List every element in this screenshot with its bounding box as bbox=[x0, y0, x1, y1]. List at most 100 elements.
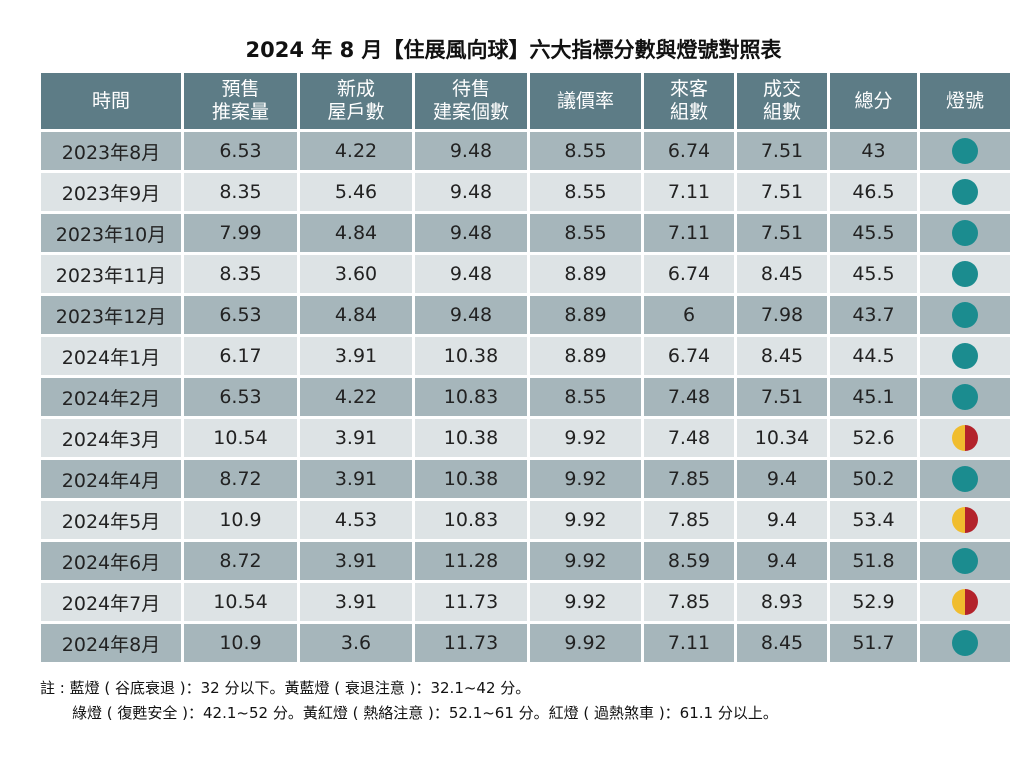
cell: 11.73 bbox=[412, 621, 530, 665]
cell: 5.46 bbox=[297, 170, 415, 214]
cell: 8.45 bbox=[734, 334, 830, 378]
note: 註 : 藍燈 ( 谷底衰退 )：32 分以下。黃藍燈 ( 衰退注意 )：32.1… bbox=[40, 679, 531, 697]
header-text: 組數 bbox=[762, 101, 801, 123]
cell: 11.28 bbox=[412, 539, 530, 583]
cell: 7.85 bbox=[641, 457, 737, 501]
cell: 6.53 bbox=[181, 375, 300, 419]
row: 2024年6月 8.72 3.91 11.28 9.92 8.59 9.4 51.8 bbox=[38, 539, 1013, 583]
header-text: 組數 bbox=[669, 101, 708, 123]
cell: 2023年12月 bbox=[38, 293, 184, 337]
cell: 2023年11月 bbox=[38, 252, 184, 296]
cell: 6.74 bbox=[641, 129, 737, 173]
cell: 9.92 bbox=[527, 580, 644, 624]
light bbox=[952, 548, 978, 574]
header-text: 屋戶數 bbox=[327, 101, 385, 123]
cell: 8.55 bbox=[527, 170, 644, 214]
row: 2024年3月 10.54 3.91 10.38 9.92 7.48 10.34 52.6 bbox=[38, 416, 1013, 460]
row: 2024年2月 6.53 4.22 10.83 8.55 7.48 7.51 45.1 bbox=[38, 375, 1013, 419]
light-cell bbox=[917, 580, 1013, 624]
row: 2023年12月 6.53 4.84 9.48 8.89 6 7.98 43.7 bbox=[38, 293, 1013, 337]
cell: 4.53 bbox=[297, 498, 415, 542]
cell: 7.51 bbox=[734, 170, 830, 214]
header-text: 燈號 bbox=[945, 89, 984, 112]
cell: 4.22 bbox=[297, 129, 415, 173]
cell: 11.73 bbox=[412, 580, 530, 624]
cell: 7.51 bbox=[734, 375, 830, 419]
row: 2023年8月 6.53 4.22 9.48 8.55 6.74 7.51 43 bbox=[38, 129, 1013, 173]
cell: 6.53 bbox=[181, 129, 300, 173]
cell: 43 bbox=[827, 129, 920, 173]
cell: 9.92 bbox=[527, 621, 644, 665]
cell: 8.35 bbox=[181, 252, 300, 296]
cell: 9.48 bbox=[412, 129, 530, 173]
cell: 2024年5月 bbox=[38, 498, 184, 542]
cell: 8.72 bbox=[181, 457, 300, 501]
cell: 9.48 bbox=[412, 211, 530, 255]
cell: 8.55 bbox=[527, 129, 644, 173]
cell: 9.92 bbox=[527, 457, 644, 501]
header-text: 推案量 bbox=[211, 101, 269, 123]
light-cell bbox=[917, 211, 1013, 255]
cell: 7.98 bbox=[734, 293, 830, 337]
header-text: 待售 bbox=[451, 78, 490, 100]
cell: 9.4 bbox=[734, 539, 830, 583]
cell: 7.11 bbox=[641, 211, 737, 255]
cell: 7.11 bbox=[641, 170, 737, 214]
cell: 7.51 bbox=[734, 129, 830, 173]
cell: 10.38 bbox=[412, 457, 530, 501]
light bbox=[952, 220, 978, 246]
cell: 3.91 bbox=[297, 334, 415, 378]
light-cell bbox=[917, 293, 1013, 337]
cell: 2024年2月 bbox=[38, 375, 184, 419]
cell: 8.59 bbox=[641, 539, 737, 583]
row: 2024年8月 10.9 3.6 11.73 9.92 7.11 8.45 51.7 bbox=[38, 621, 1013, 665]
cell: 7.85 bbox=[641, 580, 737, 624]
header-cell: 燈號 bbox=[917, 70, 1013, 132]
header-cell: 預售 推案量 bbox=[181, 70, 300, 132]
cell: 9.4 bbox=[734, 498, 830, 542]
light-cell bbox=[917, 129, 1013, 173]
cell: 8.55 bbox=[527, 375, 644, 419]
cell: 8.89 bbox=[527, 293, 644, 337]
cell: 10.54 bbox=[181, 416, 300, 460]
light bbox=[952, 261, 978, 287]
cell: 2023年8月 bbox=[38, 129, 184, 173]
cell: 3.91 bbox=[297, 416, 415, 460]
cell: 9.92 bbox=[527, 539, 644, 583]
cell: 8.89 bbox=[527, 252, 644, 296]
cell: 6.74 bbox=[641, 252, 737, 296]
cell: 10.9 bbox=[181, 498, 300, 542]
cell: 2024年7月 bbox=[38, 580, 184, 624]
cell: 9.48 bbox=[412, 170, 530, 214]
light bbox=[952, 138, 978, 164]
cell: 45.1 bbox=[827, 375, 920, 419]
cell: 2024年3月 bbox=[38, 416, 184, 460]
cell: 10.83 bbox=[412, 498, 530, 542]
cell: 2024年8月 bbox=[38, 621, 184, 665]
light bbox=[952, 425, 978, 451]
row: 2024年5月 10.9 4.53 10.83 9.92 7.85 9.4 53.4 bbox=[38, 498, 1013, 542]
cell: 8.72 bbox=[181, 539, 300, 583]
cell: 8.93 bbox=[734, 580, 830, 624]
cell: 7.11 bbox=[641, 621, 737, 665]
table: 時間 預售 推案量 新成 屋戶數 待售 建案個數 議價率 來客 組數 成交 組數 總分 燈號 2023年8月… bbox=[38, 70, 1013, 665]
light-cell bbox=[917, 170, 1013, 214]
header-cell: 成交 組數 bbox=[734, 70, 830, 132]
light-cell bbox=[917, 375, 1013, 419]
cell: 10.34 bbox=[734, 416, 830, 460]
light bbox=[952, 384, 978, 410]
cell: 9.48 bbox=[412, 293, 530, 337]
cell: 46.5 bbox=[827, 170, 920, 214]
cell: 9.92 bbox=[527, 416, 644, 460]
cell: 7.51 bbox=[734, 211, 830, 255]
header-cell: 來客 組數 bbox=[641, 70, 737, 132]
header-text: 時間 bbox=[91, 89, 130, 112]
cell: 45.5 bbox=[827, 252, 920, 296]
cell: 2024年6月 bbox=[38, 539, 184, 583]
cell: 9.4 bbox=[734, 457, 830, 501]
cell: 8.45 bbox=[734, 252, 830, 296]
header-cell: 待售 建案個數 bbox=[412, 70, 530, 132]
header-text: 新成 bbox=[336, 78, 375, 100]
light bbox=[952, 589, 978, 615]
